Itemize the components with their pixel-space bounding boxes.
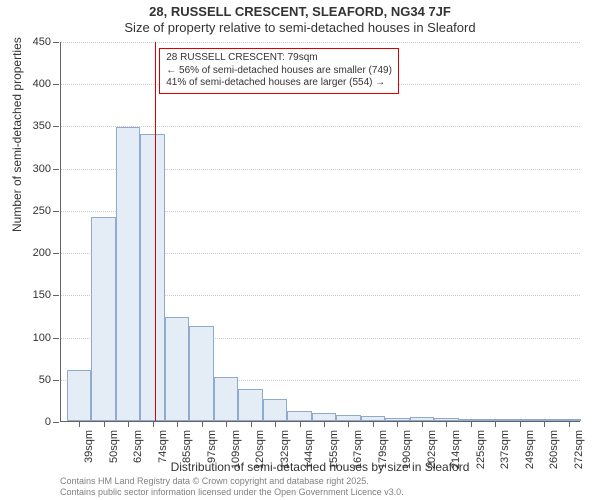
- y-tick-label: 150: [33, 289, 51, 301]
- histogram-bar: [165, 317, 189, 421]
- y-tick-label: 350: [33, 120, 51, 132]
- x-tick: [177, 421, 178, 427]
- y-tick-label: 300: [33, 163, 51, 175]
- histogram-bar: [263, 399, 287, 421]
- y-tick-label: 450: [33, 36, 51, 48]
- histogram-bar: [67, 370, 91, 421]
- x-tick: [348, 421, 349, 427]
- x-tick: [226, 421, 227, 427]
- histogram-bar: [116, 127, 140, 421]
- x-tick: [275, 421, 276, 427]
- y-tick: [53, 169, 59, 170]
- x-tick-label: 50sqm: [108, 430, 120, 463]
- y-tick: [53, 338, 59, 339]
- x-tick-label: 39sqm: [83, 430, 95, 463]
- y-tick: [53, 295, 59, 296]
- y-tick: [53, 380, 59, 381]
- x-tick: [202, 421, 203, 427]
- x-tick-label: 74sqm: [157, 430, 169, 463]
- x-tick: [104, 421, 105, 427]
- attribution-line2: Contains public sector information licen…: [60, 487, 404, 498]
- y-tick-label: 50: [39, 374, 51, 386]
- chart-title-sub: Size of property relative to semi-detach…: [0, 20, 600, 35]
- y-tick: [53, 84, 59, 85]
- x-tick: [153, 421, 154, 427]
- gridline: [61, 42, 580, 43]
- x-tick: [251, 421, 252, 427]
- x-tick: [324, 421, 325, 427]
- x-tick: [300, 421, 301, 427]
- x-tick: [373, 421, 374, 427]
- y-tick-label: 0: [45, 416, 51, 428]
- histogram-bar: [238, 389, 262, 421]
- y-tick-label: 400: [33, 78, 51, 90]
- histogram-bar: [312, 413, 336, 421]
- x-tick: [397, 421, 398, 427]
- y-tick-label: 200: [33, 247, 51, 259]
- x-tick-label: 97sqm: [206, 430, 218, 463]
- x-tick: [471, 421, 472, 427]
- histogram-chart: 28, RUSSELL CRESCENT, SLEAFORD, NG34 7JF…: [0, 0, 600, 500]
- attribution: Contains HM Land Registry data © Crown c…: [60, 476, 404, 498]
- x-tick: [422, 421, 423, 427]
- annotation-line1: 28 RUSSELL CRESCENT: 79sqm: [166, 52, 392, 65]
- attribution-line1: Contains HM Land Registry data © Crown c…: [60, 476, 404, 487]
- x-tick: [520, 421, 521, 427]
- y-tick-label: 250: [33, 205, 51, 217]
- plot-area: 05010015020025030035040045039sqm50sqm62s…: [60, 42, 580, 422]
- y-tick: [53, 126, 59, 127]
- y-tick: [53, 42, 59, 43]
- histogram-bar: [91, 217, 115, 421]
- x-tick: [544, 421, 545, 427]
- histogram-bar: [189, 326, 213, 421]
- x-tick: [79, 421, 80, 427]
- x-tick: [495, 421, 496, 427]
- reference-line: [155, 42, 156, 421]
- x-tick: [569, 421, 570, 427]
- y-axis-title: Number of semi-detached properties: [10, 37, 24, 232]
- annotation-box: 28 RUSSELL CRESCENT: 79sqm← 56% of semi-…: [159, 48, 399, 94]
- x-tick-label: 85sqm: [181, 430, 193, 463]
- x-axis-title: Distribution of semi-detached houses by …: [60, 460, 580, 474]
- y-tick-label: 100: [33, 332, 51, 344]
- y-tick: [53, 253, 59, 254]
- chart-title-main: 28, RUSSELL CRESCENT, SLEAFORD, NG34 7JF: [0, 4, 600, 19]
- x-tick: [128, 421, 129, 427]
- histogram-bar: [287, 411, 311, 421]
- histogram-bar: [214, 377, 238, 421]
- annotation-line3: 41% of semi-detached houses are larger (…: [166, 77, 392, 90]
- annotation-line2: ← 56% of semi-detached houses are smalle…: [166, 65, 392, 78]
- x-tick: [446, 421, 447, 427]
- y-tick: [53, 422, 59, 423]
- x-tick-label: 62sqm: [132, 430, 144, 463]
- histogram-bar: [140, 134, 164, 421]
- y-tick: [53, 211, 59, 212]
